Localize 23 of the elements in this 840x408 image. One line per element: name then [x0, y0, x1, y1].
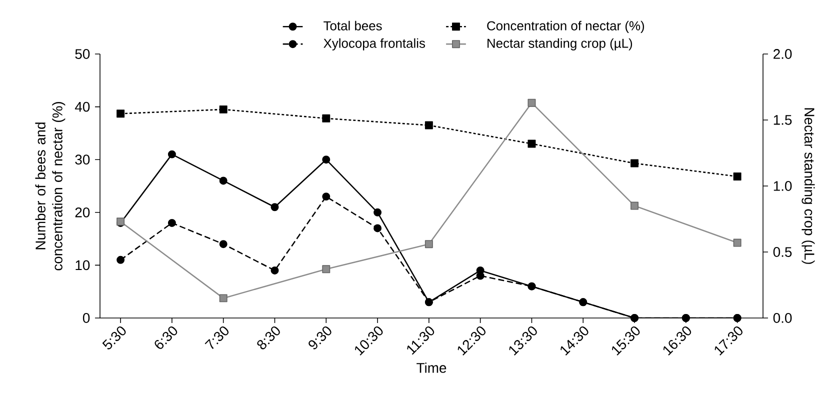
y2-axis-title: Nectar standing crop (µL)	[802, 108, 815, 264]
y2-tick-label: 0.0	[773, 313, 792, 323]
y-tick-label: 10	[76, 260, 90, 270]
y2-tick-label: 1.5	[774, 115, 792, 125]
y-tick-label: 0	[82, 313, 90, 323]
legend-label: Concentration of nectar (%)	[487, 20, 644, 33]
legend-label: Xylocopa frontalis	[324, 38, 426, 50]
legend-label: Total bees	[324, 20, 382, 30]
legend-label: Nectar standing crop (µL)	[488, 38, 632, 50]
y-tick-label: 30	[75, 154, 90, 165]
x-tick-label: 6:30	[154, 326, 178, 349]
y2-tick-label: 1.0	[774, 181, 792, 191]
x-axis-title: Time	[416, 362, 446, 373]
y-axis-title: Number of bees and concentration of nectar (%)	[35, 102, 66, 270]
y-tick-label: 20	[75, 207, 90, 218]
y2-tick-label: 2.0	[774, 49, 792, 59]
y-tick-label: 40	[74, 102, 90, 112]
y-tick-label: 50	[75, 49, 90, 59]
x-tick-label: 8:30	[257, 326, 280, 350]
x-tick-label: 9:30	[308, 326, 332, 350]
x-tick-label: 7:30	[204, 326, 229, 350]
x-tick-label: 5:30	[102, 326, 126, 350]
y2-tick-label: 0.5	[773, 247, 792, 257]
